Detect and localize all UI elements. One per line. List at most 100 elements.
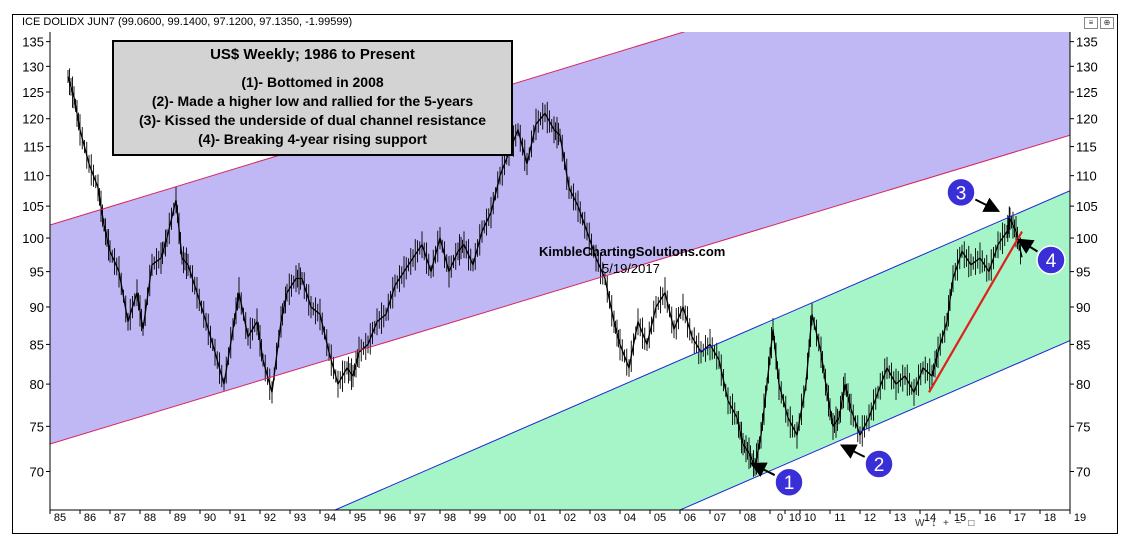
control-1[interactable]: ↕ xyxy=(931,518,937,529)
x-tick-label: 96 xyxy=(384,512,396,524)
x-tick-label: 99 xyxy=(474,512,486,524)
x-tick-label: 17 xyxy=(1014,512,1026,524)
y-tick-label-left: 120 xyxy=(22,112,44,127)
marker-arrow xyxy=(839,444,866,459)
y-tick-label-left: 90 xyxy=(30,300,44,315)
y-tick-label-right: 75 xyxy=(1076,419,1090,434)
x-tick-label: 93 xyxy=(294,512,306,524)
y-tick-label-right: 100 xyxy=(1076,231,1098,246)
zoom-icon[interactable]: ⊕ xyxy=(1100,17,1114,29)
x-tick-label: 08 xyxy=(744,512,756,524)
watermark-site: KimbleChartingSolutions.com xyxy=(539,244,726,259)
menu-icon[interactable]: ≡ xyxy=(1084,17,1098,29)
x-tick-label: 15 xyxy=(954,512,966,524)
x-tick-label: 18 xyxy=(1044,512,1056,524)
y-tick-label-left: 105 xyxy=(22,199,44,214)
marker-arrow xyxy=(749,462,776,477)
x-tick-label: 97 xyxy=(414,512,426,524)
support-line-line xyxy=(928,230,1023,393)
y-tick-label-left: 130 xyxy=(22,59,44,74)
toolbar-icons: ≡ ⊕ xyxy=(1082,16,1114,29)
marker-label: 1 xyxy=(784,473,795,494)
y-tick-label-right: 115 xyxy=(1076,140,1097,155)
y-tick-label-right: 130 xyxy=(1076,59,1098,74)
x-tick-label: 11 xyxy=(834,512,845,524)
x-tick-label: 02 xyxy=(564,512,576,524)
y-tick-label-right: 120 xyxy=(1076,112,1098,127)
y-tick-label-left: 100 xyxy=(22,231,44,246)
x-tick-label: 14 xyxy=(924,512,936,524)
purple-upper-line xyxy=(50,32,686,226)
x-tick-label: 00 xyxy=(504,512,516,524)
marker-arrow xyxy=(974,197,1001,212)
x-tick-label: 05 xyxy=(654,512,666,524)
x-tick-label: 04 xyxy=(624,512,636,524)
green-lower-line xyxy=(679,340,1070,510)
y-tick-label-right: 95 xyxy=(1076,265,1090,280)
x-tick-label: 03 xyxy=(594,512,606,524)
x-tick-label: 07 xyxy=(714,512,726,524)
y-tick-label-right: 135 xyxy=(1076,35,1098,50)
y-tick-label-left: 75 xyxy=(30,419,44,434)
annotation-line-3: (3)- Kissed the underside of dual channe… xyxy=(139,112,486,128)
x-tick-label: 16 xyxy=(984,512,996,524)
y-tick-label-left: 70 xyxy=(30,464,44,479)
marker-arrow xyxy=(1016,238,1038,254)
x-tick-label: 91 xyxy=(234,512,246,524)
watermark-date: 5/19/2017 xyxy=(602,261,660,276)
y-tick-label-left: 110 xyxy=(23,169,44,184)
annotation-box: US$ Weekly; 1986 to Present (1)- Bottome… xyxy=(112,40,513,156)
x-tick-label: 06 xyxy=(684,512,696,524)
y-tick-label-right: 70 xyxy=(1076,464,1090,479)
annotation-line-1: (1)- Bottomed in 2008 xyxy=(241,74,384,90)
marker-label: 4 xyxy=(1046,251,1057,272)
annotation-line-2: (2)- Made a higher low and rallied for t… xyxy=(151,93,474,109)
control-0[interactable]: W xyxy=(915,518,925,529)
control-4[interactable]: □ xyxy=(968,518,975,529)
y-tick-label-right: 80 xyxy=(1076,377,1090,392)
marker-circle xyxy=(774,467,804,497)
y-tick-label-right: 105 xyxy=(1076,199,1098,214)
chart-header: ICE DOLIDX JUN7 (99.0600, 99.1400, 97.12… xyxy=(22,16,353,28)
x-tick-label: 88 xyxy=(144,512,156,524)
y-tick-label-left: 85 xyxy=(30,337,44,352)
y-tick-label-right: 85 xyxy=(1076,337,1090,352)
x-tick-label: 87 xyxy=(114,512,126,524)
marker-circle xyxy=(946,177,976,208)
marker-label: 2 xyxy=(874,455,885,476)
y-tick-label-left: 115 xyxy=(23,140,44,155)
x-tick-label: 10 xyxy=(789,512,801,524)
x-tick-label: 86 xyxy=(84,512,96,524)
control-3[interactable]: − xyxy=(955,518,962,529)
y-tick-label-right: 125 xyxy=(1076,85,1098,100)
green-upper-line xyxy=(334,190,1070,510)
x-tick-label: 13 xyxy=(894,512,906,524)
control-2[interactable]: + xyxy=(943,518,949,529)
x-tick-label: 19 xyxy=(1074,512,1086,524)
x-tick-label: 92 xyxy=(264,512,276,524)
x-tick-label: 12 xyxy=(864,512,876,524)
y-tick-label-right: 110 xyxy=(1076,169,1097,184)
marker-circle xyxy=(1036,245,1066,275)
x-tick-label: 0 xyxy=(777,512,783,524)
green-channel-fill xyxy=(335,190,1070,510)
x-tick-label: 10 xyxy=(804,512,816,524)
purple-channel-fill xyxy=(50,32,1070,445)
x-tick-label: 85 xyxy=(54,512,66,524)
purple-lower-line xyxy=(50,134,1070,445)
y-tick-label-left: 135 xyxy=(22,35,44,50)
x-tick-label: 89 xyxy=(174,512,186,524)
x-tick-label: 94 xyxy=(324,512,336,524)
marker-label: 3 xyxy=(956,183,967,204)
y-tick-label-left: 125 xyxy=(22,85,44,100)
annotation-title: US$ Weekly; 1986 to Present xyxy=(210,46,415,63)
x-tick-label: 90 xyxy=(204,512,216,524)
y-tick-label-left: 95 xyxy=(30,265,44,280)
x-tick-label: 95 xyxy=(354,512,366,524)
marker-circle xyxy=(864,449,894,479)
x-tick-label: 01 xyxy=(534,512,546,524)
y-tick-label-right: 90 xyxy=(1076,300,1090,315)
annotation-line-4: (4)- Breaking 4-year rising support xyxy=(198,131,427,147)
bottom-controls: W ↕ + − □ xyxy=(915,518,978,529)
